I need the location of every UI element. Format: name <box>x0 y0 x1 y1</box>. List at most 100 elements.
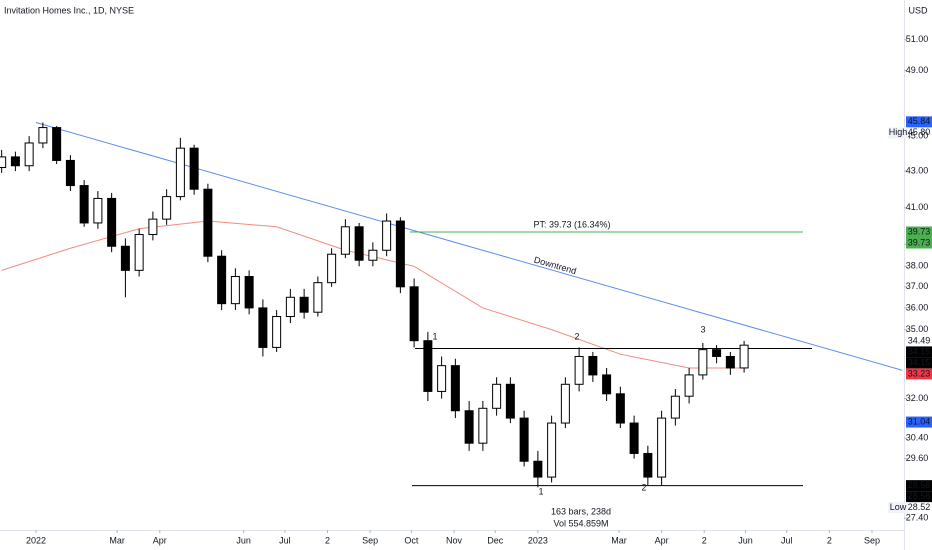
candle-body <box>354 226 364 261</box>
candle-body <box>423 340 433 392</box>
candle-body <box>272 316 282 348</box>
candle-body <box>450 365 460 412</box>
candle-body <box>327 253 337 284</box>
x-tick-label: 2022 <box>26 535 46 545</box>
price-tag: Low <box>890 502 907 512</box>
candle-body <box>464 410 474 444</box>
candle-body <box>10 156 20 167</box>
candle-body <box>643 452 653 478</box>
y-tick-label: 29.60 <box>906 453 929 463</box>
candle-body <box>313 282 323 313</box>
candle-body <box>712 349 722 357</box>
chart-title: Invitation Homes Inc., 1D, NYSE <box>4 5 134 15</box>
candle-body <box>65 159 75 187</box>
candle-body <box>505 383 515 419</box>
candle-body <box>547 422 557 478</box>
y-tick-label: 38.00 <box>906 261 929 271</box>
candle-body <box>409 286 419 342</box>
candle-body <box>519 417 529 462</box>
candle-body <box>38 127 48 144</box>
wave-label: 2 <box>641 482 646 492</box>
price-badge-label: 31.04 <box>908 416 931 426</box>
candle-body <box>615 393 625 424</box>
candle-body <box>134 234 144 271</box>
x-tick-label: Mar <box>611 535 627 545</box>
candle-body <box>230 275 240 305</box>
candle-body <box>629 422 639 454</box>
range-info: Vol 554.859M <box>553 518 608 528</box>
candle-body <box>478 407 488 444</box>
candle-body <box>602 374 612 395</box>
candle-body <box>0 156 7 169</box>
y-tick-label: 41.00 <box>906 202 929 212</box>
candle-body <box>52 127 62 161</box>
x-tick-label: Jun <box>738 535 753 545</box>
x-tick-label: Jun <box>236 535 251 545</box>
candle-body <box>684 374 694 397</box>
price-badge-label: 28.58 <box>908 480 931 490</box>
candle-body <box>79 185 89 224</box>
y-tick-label: 27.40 <box>906 512 929 522</box>
price-badge-label: 33.23 <box>908 368 931 378</box>
price-badge-label: 34.49 <box>908 335 931 345</box>
wave-label: 2 <box>574 331 579 341</box>
x-tick-label: 2023 <box>528 535 548 545</box>
y-tick-label: 45.00 <box>906 130 929 140</box>
price-badge <box>906 116 932 128</box>
y-tick-label: 43.00 <box>906 165 929 175</box>
candle-body <box>739 344 749 369</box>
price-badge <box>906 237 932 249</box>
candle-body <box>162 196 172 220</box>
candle-body <box>107 197 117 247</box>
candle-body <box>725 355 735 369</box>
candle-body <box>368 249 378 261</box>
candle-body <box>93 197 103 224</box>
candle-body <box>698 349 708 376</box>
price-tag: High <box>889 127 908 137</box>
x-tick-label: Oct <box>404 535 419 545</box>
price-badge <box>906 346 932 358</box>
candle-body <box>217 255 227 305</box>
y-tick-label: 36.00 <box>906 302 929 312</box>
price-badge <box>906 491 932 503</box>
candle-body <box>437 365 447 392</box>
price-badge <box>906 368 932 380</box>
wave-label: 1 <box>538 486 543 496</box>
x-tick-label: Dec <box>487 535 504 545</box>
candle-body <box>120 245 130 271</box>
candle-body <box>492 383 502 409</box>
y-tick-label: 30.40 <box>906 432 929 442</box>
price-badge-label: 39.73 <box>908 237 931 247</box>
x-tick-label: 2 <box>702 535 707 545</box>
candle-body <box>588 355 598 376</box>
x-tick-label: 2 <box>325 535 330 545</box>
candle-body <box>395 220 405 288</box>
candle-body <box>560 383 570 424</box>
candle-body <box>340 226 350 255</box>
price-badge-label: 45.84 <box>908 116 931 126</box>
y-tick-label: 51.00 <box>906 34 929 44</box>
price-badge <box>906 480 932 492</box>
wave-label: 1 <box>432 331 437 341</box>
x-tick-label: Mar <box>109 535 125 545</box>
candle-body <box>285 296 295 318</box>
candle-body <box>657 417 667 478</box>
candle-body <box>574 355 584 385</box>
candle-body <box>299 296 309 313</box>
y-tick-label: 32.00 <box>906 393 929 403</box>
candle-body <box>24 142 34 167</box>
y-tick-label: 35.00 <box>906 324 929 334</box>
price-tag-box <box>888 127 908 139</box>
x-tick-label: Jul <box>781 535 793 545</box>
candle-body <box>175 147 185 198</box>
wave-label: 3 <box>700 324 705 334</box>
y-tick-label: 37.00 <box>906 281 929 291</box>
price-badge-label: 28.58 <box>908 491 931 501</box>
level-label: PT: 39.73 (16.34%) <box>533 219 610 229</box>
candle-body <box>148 218 158 236</box>
candle-body <box>258 307 268 348</box>
candle-body <box>203 188 213 257</box>
price-badge-label: 34.15 <box>908 357 931 367</box>
